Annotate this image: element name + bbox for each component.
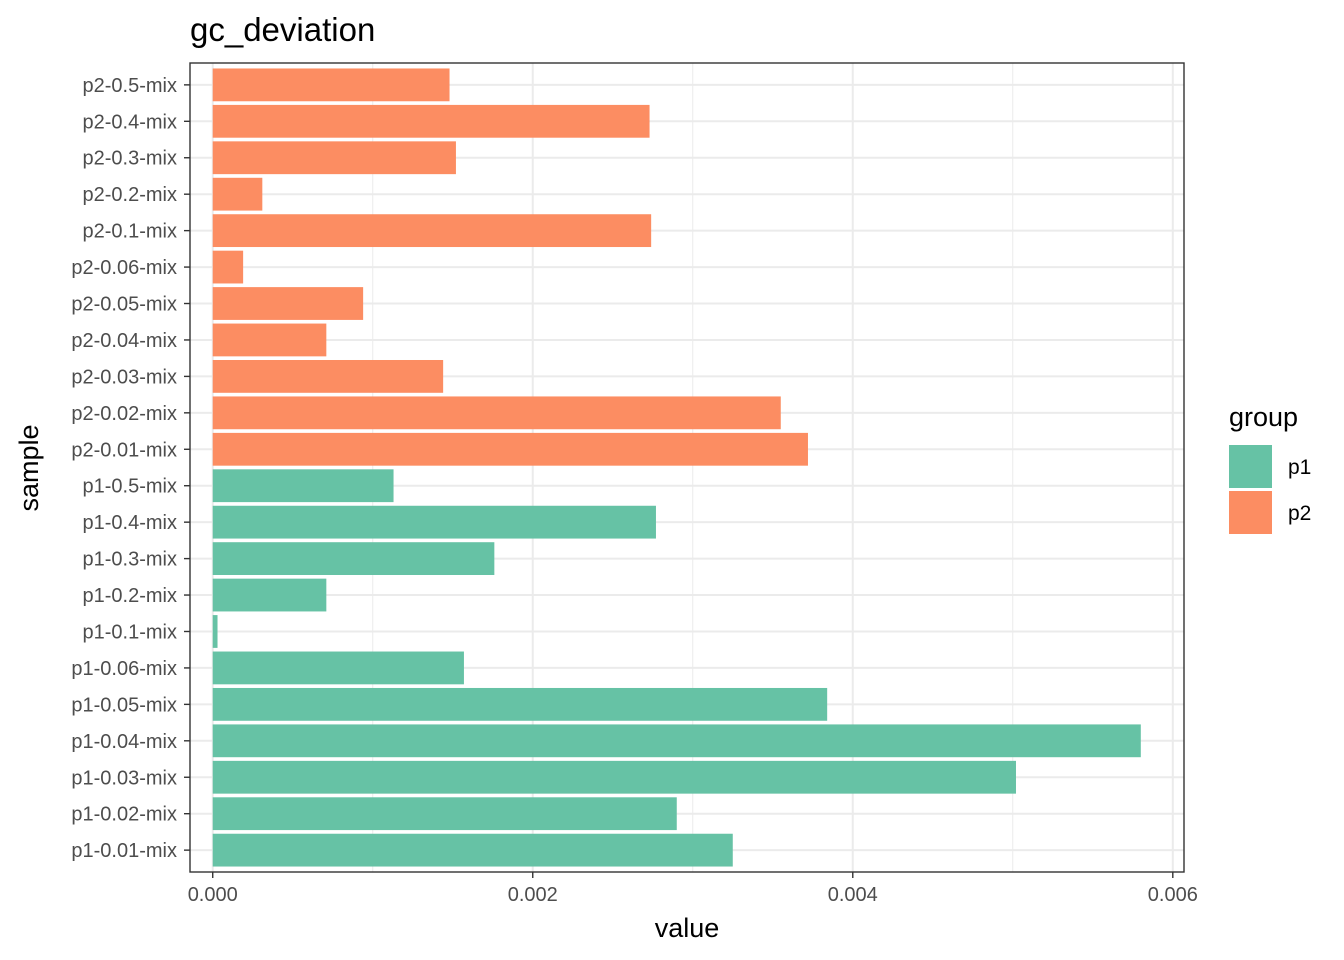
bar-p2-0.01-mix [212,432,808,466]
chart-title: gc_deviation [190,11,375,48]
bar-p1-0.04-mix [212,724,1141,758]
bar-p1-0.02-mix [212,797,677,831]
legend-key-p1 [1229,445,1272,488]
y-tick-label: p1-0.5-mix [83,476,177,498]
bar-p1-0.5-mix [212,469,394,503]
bar-p1-0.05-mix [212,687,828,721]
y-tick-label: p2-0.01-mix [71,439,177,461]
bar-p2-0.02-mix [212,396,781,430]
bar-p2-0.5-mix [212,68,450,102]
bar-p2-0.4-mix [212,104,650,138]
y-tick-label: p2-0.3-mix [83,148,177,170]
y-tick-label: p2-0.03-mix [71,366,177,388]
y-tick-label: p2-0.06-mix [71,257,177,279]
bar-p2-0.05-mix [212,287,364,320]
x-axis: 0.000 0.002 0.004 0.006 [188,872,1198,906]
bar-p2-0.1-mix [212,214,652,248]
y-tick-label: p1-0.4-mix [83,512,177,534]
y-tick-label: p1-0.02-mix [71,804,177,826]
legend: group p1 p2 [1229,402,1311,534]
bar-p1-0.2-mix [212,578,327,612]
y-tick-label: p1-0.2-mix [83,585,177,607]
y-tick-label: p2-0.5-mix [83,75,177,97]
bar-p1-0.4-mix [212,505,656,539]
y-axis: p1-0.01-mix p1-0.02-mix p1-0.03-mix p1-0.04… [71,75,190,862]
y-tick-label: p1-0.3-mix [83,549,177,571]
y-tick-label: p2-0.05-mix [71,294,177,316]
bar-p1-0.03-mix [212,760,1016,794]
y-tick-label: p2-0.1-mix [83,221,177,243]
y-tick-label: p2-0.4-mix [83,111,177,133]
y-tick-label: p1-0.01-mix [71,840,177,862]
bar-p2-0.3-mix [212,141,456,175]
y-tick-label: p2-0.04-mix [71,330,177,352]
y-tick-label: p1-0.03-mix [71,767,177,789]
y-axis-title: sample [14,424,44,511]
bar-p1-0.3-mix [212,542,495,576]
bar-p1-0.1-mix [212,615,218,648]
bar-p2-0.04-mix [212,323,327,357]
bars [212,68,1141,867]
x-tick-label: 0.004 [828,884,878,906]
bar-p1-0.01-mix [212,833,733,867]
legend-label-p2: p2 [1288,502,1311,525]
x-tick-label: 0.006 [1148,884,1198,906]
legend-title: group [1229,402,1298,432]
y-tick-label: p1-0.05-mix [71,694,177,716]
x-tick-label: 0.002 [508,884,558,906]
x-axis-title: value [655,913,720,943]
y-tick-label: p1-0.1-mix [83,621,177,643]
x-tick-label: 0.000 [188,884,238,906]
plot-border [189,62,1185,873]
legend-label-p1: p1 [1288,456,1311,479]
bar-p1-0.06-mix [212,651,464,685]
bar-p2-0.06-mix [212,250,244,284]
y-tick-label: p1-0.04-mix [71,731,177,753]
legend-key-p2 [1229,491,1272,534]
bar-p2-0.2-mix [212,177,263,211]
bar-p2-0.03-mix [212,359,444,393]
y-tick-label: p2-0.02-mix [71,403,177,425]
y-tick-label: p1-0.06-mix [71,658,177,680]
y-tick-label: p2-0.2-mix [83,184,177,206]
